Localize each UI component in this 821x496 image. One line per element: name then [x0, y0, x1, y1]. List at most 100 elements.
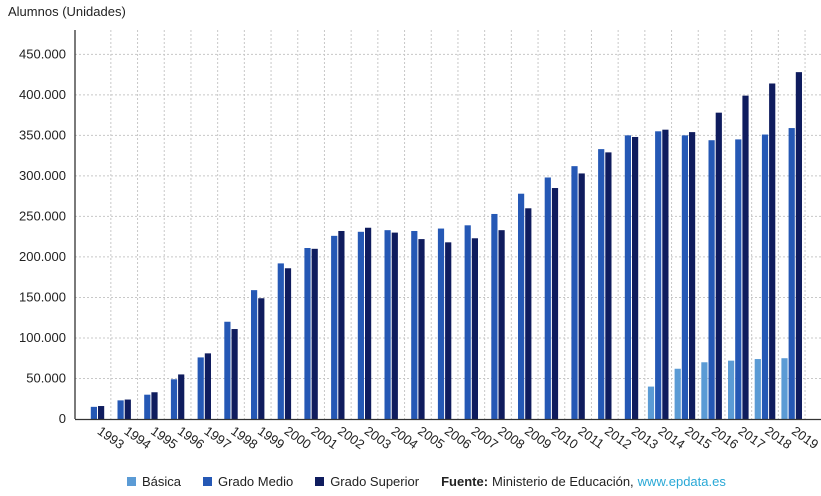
x-tick-label: 2004: [388, 423, 420, 452]
bar-grado-medio-2012: [598, 149, 605, 419]
x-tick-label: 2014: [655, 423, 687, 452]
bar-grado-superior-1994: [124, 399, 131, 419]
bar-grado-superior-2000: [284, 268, 292, 419]
bar-grado-medio-2000: [277, 263, 284, 419]
x-tick-label: 2017: [736, 423, 768, 452]
x-tick-label: 1995: [148, 423, 180, 452]
x-tick-label: 2006: [442, 423, 474, 452]
legend-label-grado-medio: Grado Medio: [218, 474, 294, 489]
legend-item-grado-superior[interactable]: Grado Superior: [315, 474, 419, 489]
x-tick-label: 1998: [228, 423, 260, 452]
bar-grado-superior-2018: [769, 83, 776, 420]
bar-b-sica-2017: [728, 360, 735, 419]
bar-grado-medio-1995: [144, 394, 151, 419]
bar-grado-superior-2009: [525, 208, 532, 419]
bar-grado-superior-2011: [578, 173, 585, 419]
x-tick-label: 2016: [709, 423, 741, 452]
bar-grado-medio-2011: [571, 166, 578, 419]
bar-grado-medio-2003: [357, 231, 364, 419]
bar-grado-superior-2008: [498, 230, 505, 419]
bar-grado-superior-2010: [551, 188, 559, 419]
bar-grado-superior-2012: [605, 152, 612, 419]
y-tick-label: 0: [59, 411, 66, 426]
source-link[interactable]: www.epdata.es: [637, 474, 726, 489]
bar-grado-superior-2006: [445, 242, 452, 419]
y-tick-label: 100.000: [19, 330, 66, 345]
bar-grado-medio-2014: [655, 131, 662, 420]
bar-grado-superior-2002: [338, 230, 345, 419]
bar-grado-superior-1999: [258, 298, 265, 419]
x-tick-label: 2012: [602, 423, 634, 452]
bar-grado-medio-2007: [464, 225, 471, 419]
source-label: Fuente:: [441, 474, 489, 489]
y-tick-label: 350.000: [19, 127, 66, 142]
x-tick-label: 2015: [682, 423, 714, 452]
bar-grado-superior-1996: [178, 374, 185, 419]
bar-b-sica-2016: [701, 362, 708, 419]
source-note: Fuente: Ministerio de Educación, www.epd…: [441, 474, 726, 489]
legend-item-grado-medio[interactable]: Grado Medio: [203, 474, 293, 489]
x-tick-label: 2001: [308, 423, 340, 452]
bar-chart: 0 50.000 100.000 150.000 200.000 250.000 300.0…: [19, 30, 821, 452]
x-tick-label: 1999: [255, 423, 287, 452]
y-tick-label: 400.000: [19, 87, 66, 102]
bar-b-sica-2019: [781, 358, 788, 419]
bar-grado-superior-2003: [365, 227, 372, 419]
legend-label-basica: Básica: [142, 474, 182, 489]
bar-grado-medio-2019: [788, 128, 795, 419]
legend-swatch-grado-medio: [203, 477, 213, 486]
x-tick-label: 2018: [762, 423, 794, 452]
bar-grado-superior-1998: [231, 329, 238, 419]
bar-grado-medio-2016: [708, 140, 715, 419]
bar-grado-medio-2010: [544, 177, 551, 419]
y-tick-label: 250.000: [19, 208, 66, 223]
bar-grado-medio-2015: [681, 135, 688, 419]
x-tick-label: 2010: [549, 423, 581, 452]
bar-grado-medio-2005: [411, 230, 418, 419]
bar-grado-medio-2009: [518, 193, 525, 419]
x-tick-label: 2002: [335, 423, 367, 452]
bar-grado-superior-2004: [391, 232, 398, 419]
bar-grado-medio-1999: [251, 290, 258, 419]
bar-grado-superior-2005: [418, 239, 425, 419]
x-tick-label: 1997: [202, 423, 234, 452]
x-tick-label: 1994: [121, 423, 153, 452]
bar-grado-superior-2013: [632, 136, 639, 419]
bar-grado-medio-1997: [197, 357, 204, 419]
bar-b-sica-2018: [754, 359, 761, 419]
bar-grado-superior-2014: [662, 129, 669, 419]
x-tick-label: 2009: [522, 423, 554, 452]
x-tick-label: 1993: [95, 423, 127, 452]
bar-grado-medio-2001: [304, 248, 311, 419]
y-tick-label: 200.000: [19, 249, 66, 264]
y-tick-label: 50.000: [26, 370, 66, 385]
bar-grado-medio-2004: [384, 230, 391, 419]
bar-b-sica-2014: [647, 386, 655, 419]
x-tick-label: 2008: [495, 423, 527, 452]
legend-swatch-basica: [127, 477, 136, 486]
x-tick-label: 2003: [362, 423, 394, 452]
y-tick-label: 300.000: [19, 168, 66, 183]
x-tick-label: 2005: [415, 423, 447, 452]
legend-item-basica[interactable]: Básica: [127, 474, 181, 489]
x-tick-label: 2000: [282, 423, 314, 452]
bar-grado-medio-1996: [170, 379, 178, 419]
bar-grado-medio-1998: [224, 321, 231, 419]
bar-grado-superior-1993: [98, 406, 105, 419]
bar-grado-medio-2017: [735, 139, 742, 419]
legend-label-grado-superior: Grado Superior: [330, 474, 420, 489]
bar-grado-medio-2018: [761, 134, 769, 419]
y-tick-label: 150.000: [19, 289, 66, 304]
bar-grado-superior-2015: [689, 132, 696, 420]
source-text: Ministerio de Educación,: [492, 474, 634, 489]
bar-grado-superior-1995: [151, 392, 158, 419]
legend: Básica Grado Medio Grado Superior Fuente…: [127, 474, 726, 489]
bar-grado-superior-2019: [795, 72, 802, 420]
bar-b-sica-2015: [674, 368, 681, 419]
bar-grado-medio-2006: [437, 228, 445, 419]
bar-grado-medio-1994: [117, 400, 124, 419]
bar-grado-medio-2008: [491, 213, 498, 419]
bar-grado-medio-2013: [624, 135, 631, 419]
bar-grado-superior-1997: [204, 353, 211, 419]
x-tick-label: 2019: [789, 423, 821, 452]
